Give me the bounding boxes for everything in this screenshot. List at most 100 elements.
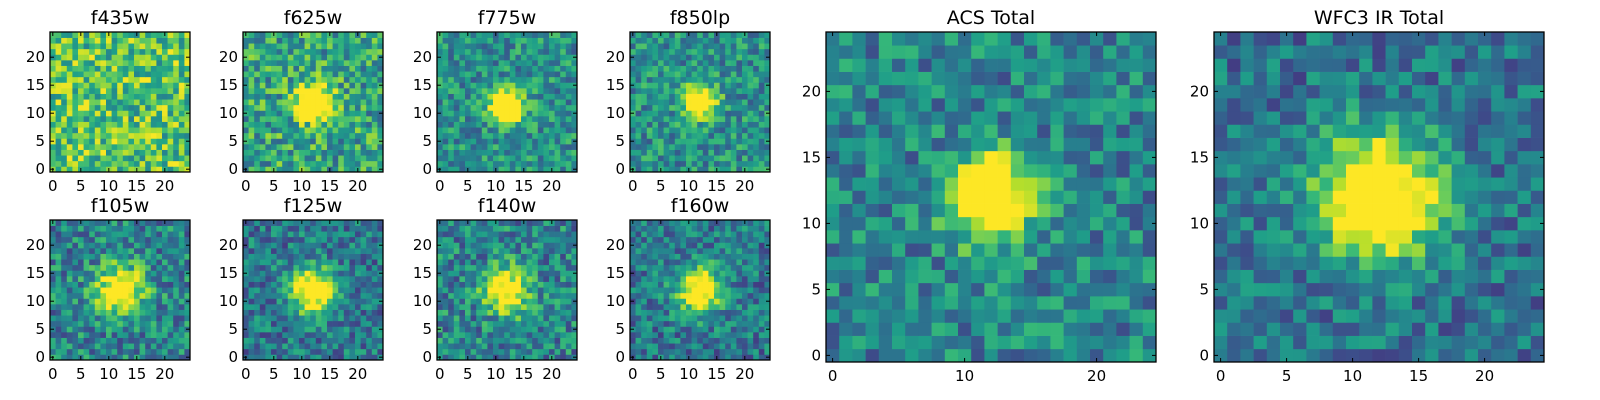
heatmap-cell (167, 231, 174, 238)
heatmap-cell (747, 88, 754, 94)
heatmap-cell (106, 253, 112, 260)
heatmap-cell (931, 282, 946, 297)
heatmap-cell (50, 132, 56, 139)
heatmap-cell (122, 65, 129, 72)
heatmap-cell (1266, 84, 1281, 99)
heatmap-cell (1332, 243, 1347, 257)
heatmap-cell (1116, 111, 1130, 125)
heatmap-cell (1412, 137, 1426, 152)
heatmap-cell (630, 132, 636, 139)
heatmap-cell (753, 65, 760, 72)
heatmap-cell (259, 65, 266, 72)
heatmap-cell (702, 37, 709, 44)
heatmap-cell (543, 32, 550, 38)
heatmap-cell (321, 270, 328, 277)
heatmap-cell (493, 138, 499, 145)
heatmap-cell (1253, 322, 1268, 336)
heatmap-cell (259, 88, 266, 94)
heatmap-cell (61, 144, 68, 150)
heatmap-cell (72, 337, 79, 344)
heatmap-cell (674, 60, 681, 66)
heatmap-cell (1280, 111, 1294, 125)
heatmap-cell (691, 82, 698, 89)
heatmap-cell (287, 287, 294, 294)
heatmap-cell (100, 298, 107, 305)
heatmap-cell (349, 99, 356, 106)
y-tick-label: 20 (26, 48, 45, 66)
heatmap-cell (1129, 203, 1144, 218)
heatmap-cell (652, 76, 659, 83)
heatmap-cell (532, 116, 539, 122)
heatmap-cell (680, 93, 687, 100)
heatmap-cell (254, 65, 261, 72)
heatmap-cell (646, 104, 653, 111)
heatmap-cell (287, 54, 294, 61)
heatmap-cell (1306, 111, 1320, 125)
heatmap-cell (1103, 309, 1117, 323)
heatmap-cell (543, 144, 550, 150)
heatmap-cell (515, 48, 522, 55)
heatmap-cell (332, 88, 339, 94)
heatmap-cell (714, 54, 720, 61)
heatmap-cell (83, 264, 90, 271)
heatmap-cell (366, 60, 373, 66)
heatmap-cell (332, 116, 339, 122)
heatmap-cell (1050, 322, 1064, 336)
heatmap-cell (459, 160, 466, 167)
heatmap-cell (167, 132, 174, 139)
heatmap-cell (1010, 177, 1025, 191)
heatmap-cell (184, 93, 191, 100)
heatmap-cell (686, 149, 692, 156)
heatmap-cell (1359, 177, 1373, 191)
heatmap-cell (498, 138, 505, 145)
y-tick-label: 10 (413, 104, 432, 122)
heatmap-cell (259, 43, 266, 50)
heatmap-cell (128, 337, 135, 344)
heatmap-cell (167, 82, 174, 89)
heatmap-cell (674, 48, 681, 55)
heatmap-cell (686, 155, 692, 162)
heatmap-cell (905, 309, 919, 323)
heatmap-cell (971, 322, 985, 336)
heatmap-cell (1037, 124, 1051, 138)
heatmap-cell (254, 104, 261, 111)
heatmap-cell (1385, 111, 1400, 125)
heatmap-cell (1385, 322, 1400, 336)
heatmap-cell (366, 76, 373, 83)
heatmap-cell (826, 32, 840, 46)
heatmap-cell (83, 248, 90, 254)
heatmap-cell (293, 292, 300, 299)
heatmap-cell (61, 225, 68, 232)
heatmap-cell (1504, 45, 1518, 59)
heatmap-cell (111, 264, 118, 271)
heatmap-cell (1227, 269, 1241, 284)
heatmap-cell (134, 127, 140, 134)
heatmap-cell (321, 343, 328, 350)
heatmap-cell (162, 320, 168, 327)
heatmap-cell (1504, 335, 1518, 350)
heatmap-cell (487, 65, 494, 72)
heatmap-cell (167, 60, 174, 66)
heatmap-cell (630, 160, 636, 167)
heatmap-cell (310, 48, 317, 55)
heatmap-cell (1253, 348, 1268, 363)
heatmap-cell (1372, 98, 1386, 112)
heatmap-cell (635, 93, 642, 100)
heatmap-cell (1063, 177, 1078, 191)
heatmap-cell (1319, 71, 1334, 86)
heatmap-cell (111, 287, 118, 294)
heatmap-cell (332, 276, 339, 282)
heatmap-cell (758, 160, 765, 167)
heatmap-cell (1037, 84, 1051, 99)
heatmap-cell (826, 58, 840, 72)
heatmap-cell (549, 127, 555, 134)
heatmap-cell (360, 43, 367, 50)
heatmap-cell (742, 127, 748, 134)
heatmap-cell (1504, 216, 1518, 231)
heatmap-cell (1491, 137, 1505, 152)
heatmap-cell (905, 216, 919, 231)
heatmap-cell (1438, 282, 1452, 297)
heatmap-cell (287, 76, 294, 83)
heatmap-cell (315, 315, 322, 322)
